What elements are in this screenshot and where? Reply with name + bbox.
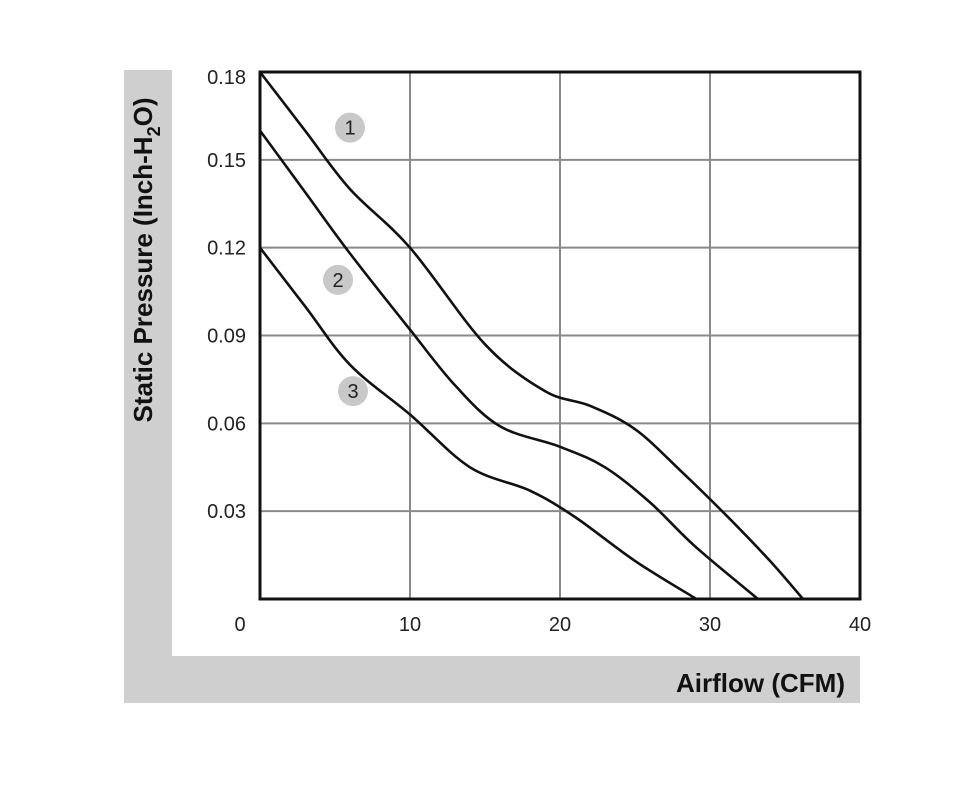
y-tick-label: 0.06 — [207, 413, 246, 435]
series-lines — [258, 70, 805, 601]
y-axis-title: Static Pressure (Inch-H2O) — [128, 98, 164, 423]
series-marker-circle — [323, 264, 353, 295]
y-tick-label: 0.09 — [207, 326, 246, 348]
series-marker-label: 2 — [332, 270, 343, 292]
series-marker-circle — [338, 376, 368, 407]
series-marker-circle — [335, 112, 365, 143]
y-axis-title-suffix: O) — [128, 98, 158, 127]
series-line-3 — [258, 246, 698, 601]
plot-border — [258, 70, 862, 601]
x-tick-label: 20 — [549, 614, 571, 636]
y-tick-label: 0.18 — [207, 67, 246, 89]
y-tick-label: 0.15 — [207, 150, 246, 172]
x-tick-label: 0 — [234, 614, 245, 636]
tick-labels: 0 10 20 30 40 0.03 0.06 0.09 0.12 0.15 0.18 — [207, 67, 871, 636]
y-tick-label: 0.12 — [207, 238, 246, 260]
y-tick-label: 0.03 — [207, 501, 246, 523]
series-marker-2: 2 — [323, 264, 353, 295]
x-tick-label: 30 — [699, 614, 721, 636]
x-tick-label: 40 — [849, 614, 871, 636]
series-marker-1: 1 — [335, 112, 365, 143]
series-line-1 — [258, 70, 805, 601]
y-axis-title-prefix: Static Pressure (Inch-H — [128, 136, 158, 422]
series-marker-label: 1 — [344, 118, 355, 140]
series-marker-label: 3 — [347, 381, 358, 403]
series-marker-3: 3 — [338, 376, 368, 407]
grid — [260, 72, 860, 599]
y-axis-title-subscript: 2 — [144, 126, 164, 136]
series-line-2 — [258, 129, 760, 601]
x-axis-title: Airflow (CFM) — [676, 668, 845, 698]
x-tick-label: 10 — [399, 614, 421, 636]
series-markers: 1 2 3 — [323, 112, 368, 407]
